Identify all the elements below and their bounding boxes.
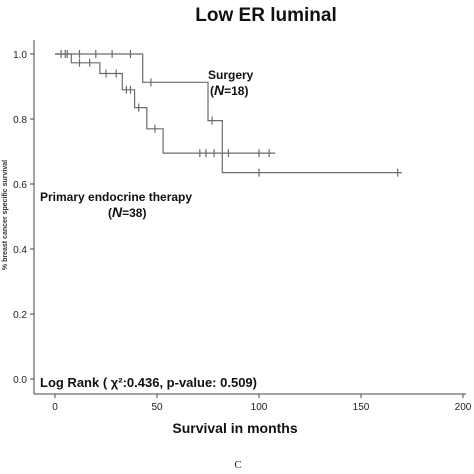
series-primary-endocrine-therapy [55,50,276,158]
survival-curve-primary-endocrine-therapy [55,53,276,154]
y-tick-label: 0.8 [13,115,27,126]
close-paren: ) [244,84,248,98]
x-tick-label: 0 [52,402,58,413]
x-tick-label: 100 [251,402,268,413]
y-axis-ticks: 0.0 0.2 0.4 0.6 0.8 1.0 [13,50,34,386]
x-axis-ticks: 0 50 100 150 200 [52,394,472,413]
n-value-surgery: =18 [224,84,245,98]
series-n-surgery: (N=18) [210,82,248,98]
y-tick-label: 0.0 [13,375,27,386]
axes [33,40,466,395]
close-paren: ) [142,206,146,220]
y-tick-label: 0.4 [13,245,27,256]
x-tick-label: 200 [455,402,472,413]
series-surgery [55,50,402,177]
series-label-surgery: Surgery [208,68,254,82]
open-paren: ( [210,84,214,98]
series-layer [55,50,402,177]
panel-letter: C [234,459,241,471]
open-paren: ( [108,206,112,220]
x-axis-label: Survival in months [172,420,297,436]
x-tick-label: 150 [353,402,370,413]
n-value-endocrine: =38 [122,206,143,220]
series-label-endocrine: Primary endocrine therapy [40,190,192,204]
y-tick-label: 0.6 [13,180,27,191]
log-rank-annotation: Log Rank ( χ²:0.436, p-value: 0.509) [40,375,257,390]
n-symbol-endocrine: N [112,204,123,220]
survival-curve-surgery [55,53,402,174]
y-tick-label: 1.0 [13,50,27,61]
chart-title: Low ER luminal [195,5,336,26]
n-symbol-surgery: N [214,82,225,98]
x-tick-label: 50 [151,402,163,413]
y-tick-label: 0.2 [13,310,27,321]
y-axis-label: % breast cancer specific survival [2,160,9,270]
series-n-endocrine: (N=38) [108,204,146,220]
